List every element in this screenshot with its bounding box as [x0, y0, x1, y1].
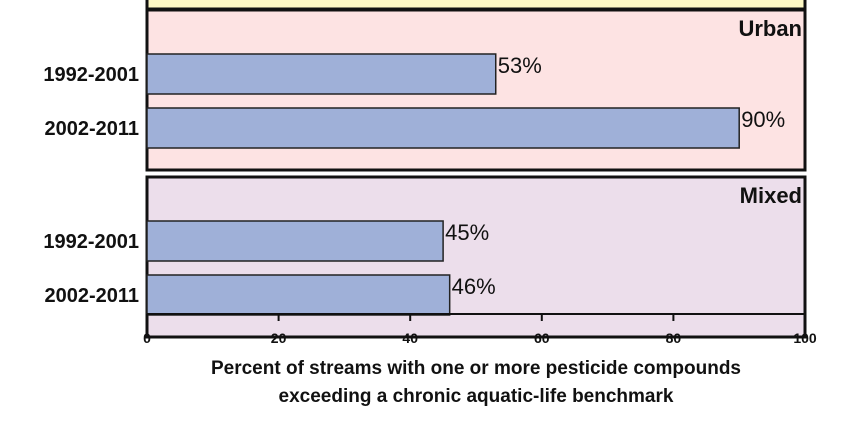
x-tick-label: 40: [402, 330, 418, 346]
data-label: 53%: [498, 53, 542, 78]
x-tick-label: 0: [143, 330, 151, 346]
panel-mixed: Mixed 1992-2001 45% 2002-2011 46%: [43, 175, 807, 339]
x-tick-label: 20: [271, 330, 287, 346]
data-label: 46%: [452, 274, 496, 299]
x-tick-label: 100: [793, 330, 817, 346]
bar: [146, 53, 497, 95]
bar: [146, 220, 444, 262]
category-label: 2002-2011: [44, 285, 139, 307]
x-axis-label-line-2: exceeding a chronic aquatic-life benchma…: [279, 386, 674, 407]
x-tick-label: 80: [666, 330, 682, 346]
x-tick-label: 60: [534, 330, 550, 346]
data-label: 45%: [445, 220, 489, 245]
top-panel-background: [145, 0, 807, 11]
category-label: 2002-2011: [44, 118, 139, 140]
bar: [146, 107, 740, 149]
x-axis-label-line-1: Percent of streams with one or more pest…: [211, 358, 741, 379]
panel-urban: Urban 1992-2001 53% 2002-2011 90%: [43, 8, 807, 172]
bar: [146, 274, 451, 316]
data-label: 90%: [741, 107, 785, 132]
panels: Urban 1992-2001 53% 2002-2011 90% Mixed 1992-2…: [43, 0, 807, 339]
category-label: 1992-2001: [43, 64, 139, 86]
panel-title: Urban: [738, 16, 802, 41]
category-label: 1992-2001: [43, 231, 139, 253]
panel-title: Mixed: [740, 183, 802, 208]
x-axis: 0 20 40 60 80 100: [143, 313, 817, 346]
